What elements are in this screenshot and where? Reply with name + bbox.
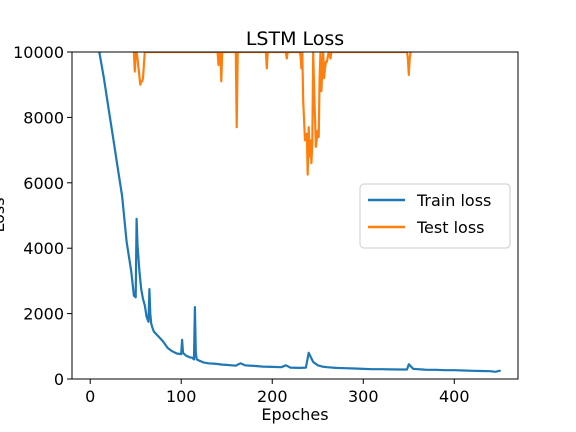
chart-title: LSTM Loss <box>246 28 344 50</box>
y-tick-label: 4000 <box>23 239 64 258</box>
x-tick-label: 200 <box>257 387 288 406</box>
x-tick-label: 100 <box>166 387 197 406</box>
plot-frame <box>71 51 519 380</box>
x-tick-label: 300 <box>348 387 379 406</box>
y-tick-label: 0 <box>54 370 64 389</box>
series-line-test-loss <box>132 52 412 176</box>
legend-label-test: Test loss <box>416 218 485 237</box>
y-tick-label: 10000 <box>13 43 64 62</box>
y-tick-label: 2000 <box>23 305 64 324</box>
x-axis-ticks: 0 100 200 300 400 <box>85 379 470 406</box>
x-tick-label: 400 <box>439 387 470 406</box>
y-tick-label: 8000 <box>23 108 64 127</box>
y-axis-ticks: 0 2000 4000 6000 8000 10000 <box>13 43 72 389</box>
x-tick-label: 0 <box>85 387 95 406</box>
y-axis-title: Loss <box>0 197 8 232</box>
series-line-train-loss <box>98 52 501 373</box>
legend: Train loss Test loss <box>359 183 511 249</box>
x-axis-title: Epoches <box>261 405 328 424</box>
series-layer <box>98 52 501 373</box>
y-tick-label: 6000 <box>23 174 64 193</box>
legend-label-train: Train loss <box>416 191 491 210</box>
